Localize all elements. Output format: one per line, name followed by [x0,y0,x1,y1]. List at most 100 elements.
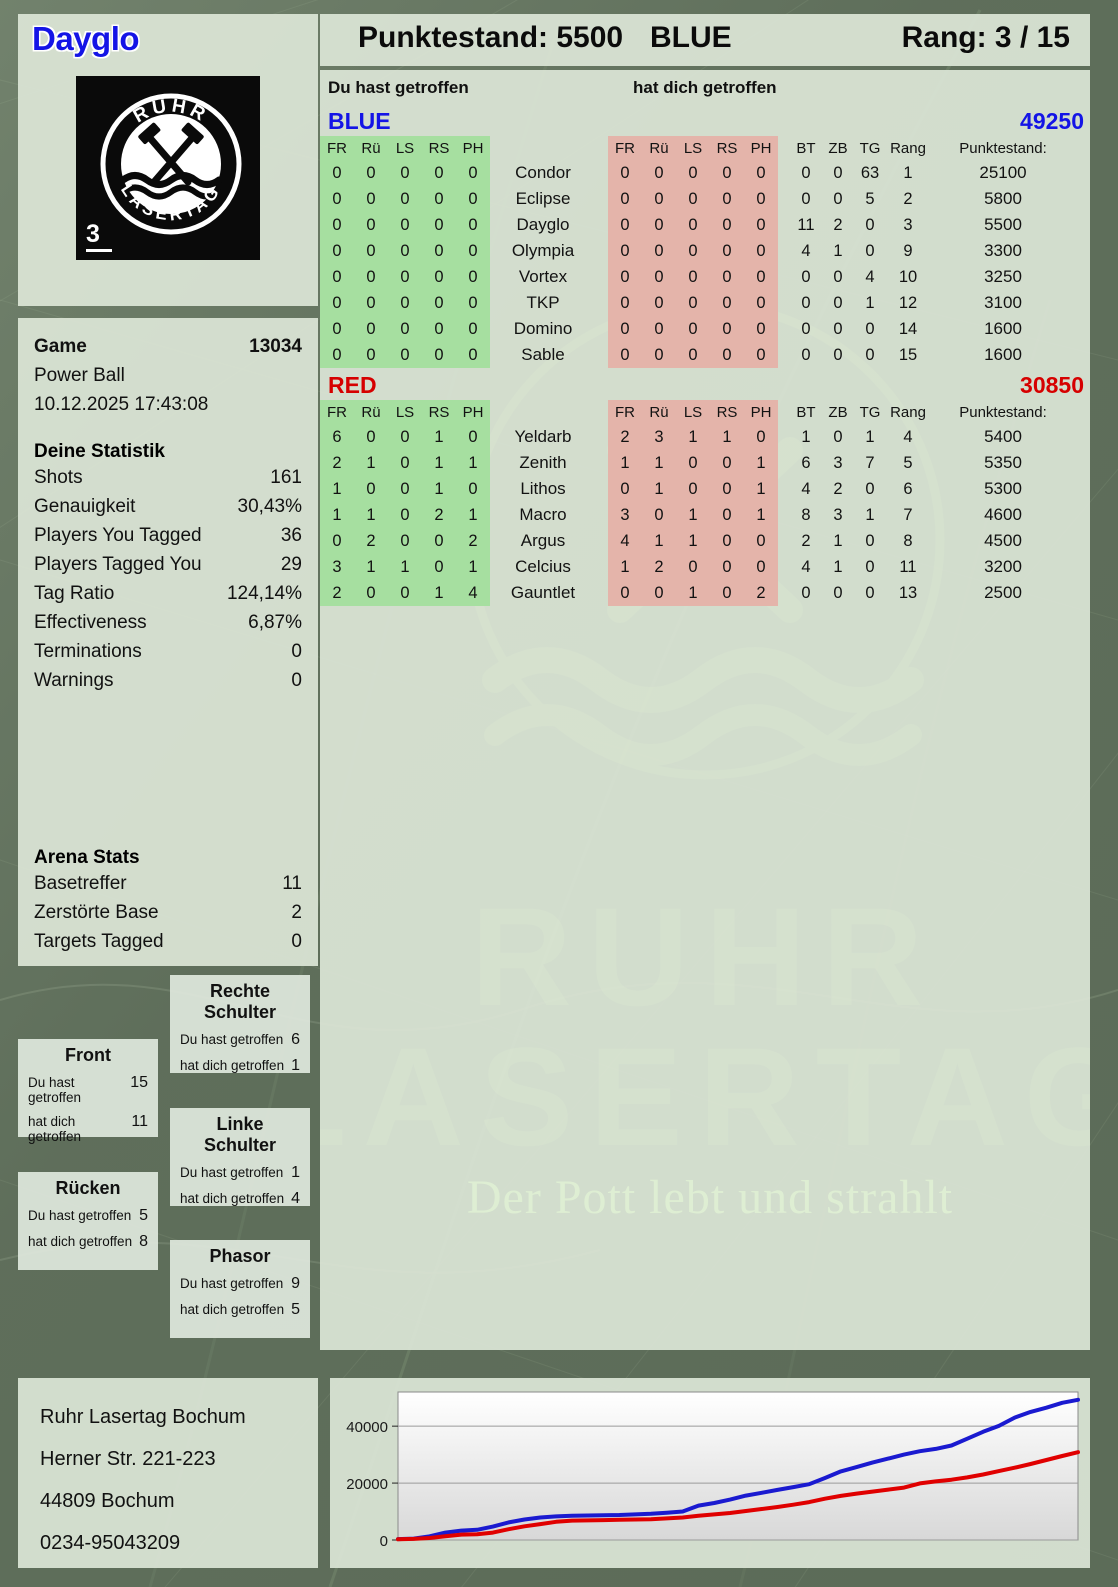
col-header-you-ph: PH [456,400,490,424]
stat-value: 30,43% [237,496,302,517]
table-row[interactable]: 0 0 0 0 0 Olympia 0 0 0 0 0 4 1 0 9 3300 [320,238,1090,264]
cell-you-ls: 1 [388,554,422,580]
venue-address-panel: Ruhr Lasertag Bochum Herner Str. 221-223… [18,1378,318,1568]
cell-you-ls: 0 [388,290,422,316]
col-header-you-rü: Rü [354,136,388,160]
cell-gap [778,238,790,264]
cell-gap [778,290,790,316]
cell-zb: 0 [833,583,843,602]
cell-them-rü: 0 [642,212,676,238]
hit-you-column-label: hat dich getroffen [633,78,777,97]
cell-you-rü: 0 [354,238,388,264]
cell-you-rü: 0 [354,160,388,186]
cell-zb: 1 [833,531,843,550]
cell-player-name: Eclipse [515,189,571,208]
cell-gap [778,528,790,554]
stat-label: Genauigkeit [34,496,136,517]
cell-player-name: Olympia [511,241,575,260]
cell-you-ls: 0 [388,238,422,264]
col-header-them-ls: LS [676,136,710,160]
cell-you-ls: 0 [388,502,422,528]
col-header-them-fr: FR [608,400,642,424]
cell-tg: 0 [865,557,875,576]
stat-row: Shots 161 [34,463,302,492]
cell-them-rü: 0 [642,316,676,342]
cell-them-rs: 0 [710,580,744,606]
score-rank: Rang: 3 / 15 [901,21,1070,54]
cell-zb: 3 [833,505,843,524]
hitbox-hit-you-label: hat dich getroffen [180,1058,285,1073]
cell-you-rs: 0 [422,316,456,342]
table-row[interactable]: 2 0 0 1 4 Gauntlet 0 0 1 0 2 0 0 0 13 2500 [320,580,1090,606]
table-row[interactable]: 0 0 0 0 0 Eclipse 0 0 0 0 0 0 0 5 2 5800 [320,186,1090,212]
cell-you-fr: 0 [320,160,354,186]
hitbox-you-hit-label: Du hast getroffen [180,1032,284,1047]
cell-them-rü: 1 [642,476,676,502]
stat-row: Players You Tagged 36 [34,521,302,550]
team-name-red: RED [328,372,377,398]
stat-label: Tag Ratio [34,583,115,604]
your-stats-title: Deine Statistik [34,441,165,462]
arena-stat-value: 2 [291,902,302,923]
cell-zb: 1 [833,241,843,260]
cell-them-fr: 3 [608,502,642,528]
cell-gap [778,264,790,290]
table-row[interactable]: 0 0 0 0 0 Dayglo 0 0 0 0 0 11 2 0 3 5500 [320,212,1090,238]
table-row[interactable]: 0 0 0 0 0 Vortex 0 0 0 0 0 0 0 4 10 3250 [320,264,1090,290]
logo-emblem-icon: RUHR LASERTAG [100,93,242,235]
table-row[interactable]: 3 1 1 0 1 Celcius 1 2 0 0 0 4 1 0 11 3200 [320,554,1090,580]
cell-them-fr: 0 [608,160,642,186]
hitbox-back: Rücken Du hast getroffen 5 hat dich getro… [18,1172,158,1270]
table-row[interactable]: 1 0 0 1 0 Lithos 0 1 0 0 1 4 2 0 6 5300 [320,476,1090,502]
cell-you-fr: 2 [320,580,354,606]
cell-you-ls: 0 [388,424,422,450]
col-header-player [490,400,608,424]
cell-them-ls: 1 [676,424,710,450]
cell-player-name: Celcius [515,557,571,576]
score-team: BLUE [650,21,732,54]
cell-you-rü: 0 [354,580,388,606]
col-header-you-rü: Rü [354,400,388,424]
cell-zb: 3 [833,453,843,472]
cell-them-rs: 0 [710,342,744,368]
cell-them-ph: 0 [744,316,778,342]
cell-you-ph: 0 [456,264,490,290]
cell-them-ph: 0 [744,528,778,554]
your-stats-list: Shots 161 Genauigkeit 30,43% Players You Tag… [34,463,302,695]
arena-stats-title: Arena Stats [34,847,140,868]
table-row[interactable]: 2 1 0 1 1 Zenith 1 1 0 0 1 6 3 7 5 5350 [320,450,1090,476]
table-row[interactable]: 0 0 0 0 0 TKP 0 0 0 0 0 0 0 1 12 3100 [320,290,1090,316]
cell-them-ls: 0 [676,264,710,290]
cell-bt: 0 [801,319,811,338]
cell-you-ls: 0 [388,186,422,212]
col-header-tg: TG [859,139,881,157]
cell-player-name: Argus [520,531,566,550]
hitbox-you-hit-label: Du hast getroffen [180,1165,284,1180]
hitbox-hit-you-value: 1 [291,1057,300,1074]
col-header-you-ph: PH [456,136,490,160]
cell-them-fr: 1 [608,554,642,580]
stat-label: Terminations [34,641,142,662]
cell-them-rs: 0 [710,450,744,476]
col-header-you-rs: RS [422,136,456,160]
cell-them-rü: 0 [642,580,676,606]
stat-row: Genauigkeit 30,43% [34,492,302,521]
cell-you-rü: 0 [354,212,388,238]
table-row[interactable]: 0 0 0 0 0 Sable 0 0 0 0 0 0 0 0 15 1600 [320,342,1090,368]
cell-them-rs: 0 [710,238,744,264]
table-row[interactable]: 1 1 0 2 1 Macro 3 0 1 0 1 8 3 1 7 4600 [320,502,1090,528]
stat-value: 0 [291,670,302,691]
table-row[interactable]: 0 0 0 0 0 Condor 0 0 0 0 0 0 0 63 1 25100 [320,160,1090,186]
table-row[interactable]: 0 2 0 0 2 Argus 4 1 1 0 0 2 1 0 8 4500 [320,528,1090,554]
cell-bt: 1 [801,427,811,446]
cell-score: 3200 [984,557,1022,576]
cell-them-rs: 0 [710,186,744,212]
cell-them-fr: 0 [608,186,642,212]
cell-you-rs: 2 [422,502,456,528]
cell-player-name: Zenith [519,453,567,472]
cell-them-fr: 0 [608,212,642,238]
game-datetime: 10.12.2025 17:43:08 [34,394,209,415]
table-row[interactable]: 0 0 0 0 0 Domino 0 0 0 0 0 0 0 0 14 1600 [320,316,1090,342]
cell-score: 2500 [984,583,1022,602]
table-row[interactable]: 6 0 0 1 0 Yeldarb 2 3 1 1 0 1 0 1 4 5400 [320,424,1090,450]
